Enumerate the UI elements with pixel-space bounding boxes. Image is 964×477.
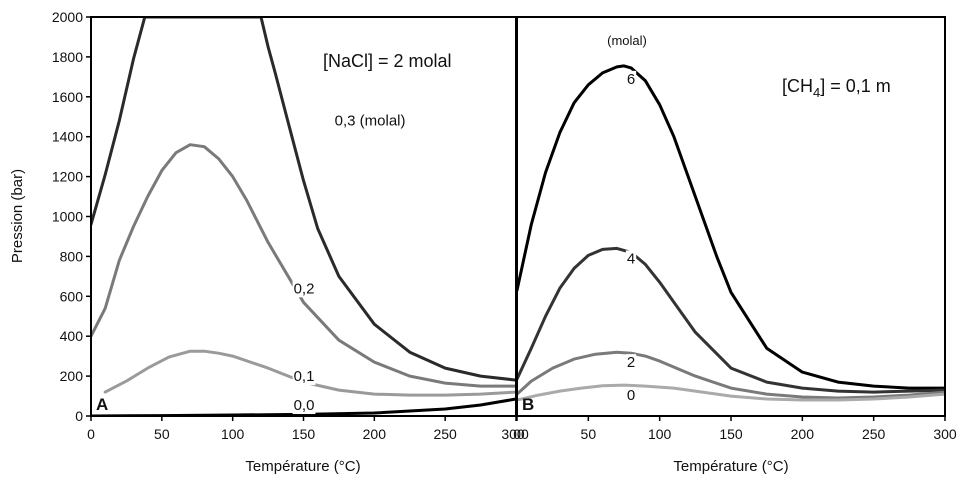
- x-tick-label-1-5: 250: [862, 426, 886, 442]
- annotation-ch4: [CH4] = 0,1 m: [782, 76, 891, 100]
- series-label-1-1: 4: [627, 250, 635, 267]
- series-label-bg-0-0: [333, 112, 407, 130]
- series-label-bg-1-1: [625, 250, 637, 268]
- series-label-bg-1-3: [625, 387, 637, 405]
- y-tick-label-9: 1800: [52, 49, 83, 65]
- series-label-bg-1-0: [625, 70, 637, 88]
- series-label-bg-0-2: [292, 368, 316, 386]
- series-line-1-0: [517, 64, 945, 390]
- series-label-1-3: 0: [627, 387, 635, 404]
- series-label-bg-0-1: [292, 280, 316, 298]
- x-tick-label-0-6: 300: [501, 426, 525, 442]
- series-label-bg-1-2: [625, 354, 637, 372]
- series-line-1-3: [517, 383, 945, 402]
- x-tick-label-1-6: 300: [933, 426, 957, 442]
- y-tick-label-2: 400: [60, 328, 84, 344]
- annotation-nacl: [NaCl] = 2 molal: [323, 51, 452, 71]
- series-label-1-0: 6: [627, 71, 635, 88]
- x-axis-title-b: Température (°C): [673, 458, 788, 475]
- y-tick-label-0: 0: [75, 408, 83, 424]
- panel-a: 0,3 (molal) 0,2 0,1 0,0 0 50 100 150 200 250 300 0 2…: [52, 9, 525, 442]
- series-line-0-2: [103, 349, 516, 397]
- x-tick-label-0-5: 250: [433, 426, 457, 442]
- x-tick-label-0-4: 200: [363, 426, 387, 442]
- plot-frame-0: [90, 16, 517, 417]
- panel-letter-b: B: [522, 395, 534, 414]
- series-label-bg-0-3: [292, 397, 316, 415]
- y-tick-label-6: 1200: [52, 169, 83, 185]
- y-tick-label-8: 1600: [52, 89, 83, 105]
- y-axis-title: Pression (bar): [9, 169, 26, 263]
- y-tick-label-7: 1400: [52, 129, 83, 145]
- series-label-1-2: 2: [627, 354, 635, 371]
- y-tick-label-10: 2000: [52, 9, 83, 25]
- annotation-ch4-tail: ] = 0,1 m: [820, 76, 891, 96]
- y-tick-label-5: 1000: [52, 209, 83, 225]
- y-tick-label-4: 800: [60, 248, 84, 264]
- x-tick-label-1-4: 200: [791, 426, 815, 442]
- x-tick-label-0-3: 150: [292, 426, 316, 442]
- series-label-0-0: 0,3 (molal): [335, 113, 406, 130]
- series-line-1-1: [517, 246, 945, 394]
- unit-label-molal: (molal): [607, 33, 647, 48]
- x-tick-label-0-1: 50: [154, 426, 170, 442]
- x-tick-label-1-2: 100: [648, 426, 672, 442]
- series-label-0-3: 0,0: [294, 397, 315, 414]
- series-line-0-0: [91, 17, 516, 382]
- panel-letter-a: A: [96, 395, 108, 414]
- annotation-ch4-main: [CH: [782, 76, 813, 96]
- y-tick-label-1: 200: [60, 368, 84, 384]
- annotation-ch4-sub: 4: [813, 85, 820, 100]
- x-tick-label-0-2: 100: [221, 426, 245, 442]
- x-axis-title-a: Température (°C): [245, 458, 360, 475]
- series-label-0-1: 0,2: [294, 280, 315, 297]
- series-line-0-1: [91, 143, 516, 388]
- x-tick-label-1-1: 50: [581, 426, 597, 442]
- y-tick-label-3: 600: [60, 288, 84, 304]
- x-tick-label-0-0: 0: [87, 426, 95, 442]
- x-tick-label-1-0: 00: [513, 426, 529, 442]
- x-tick-label-1-3: 150: [719, 426, 743, 442]
- series-label-0-2: 0,1: [294, 368, 315, 385]
- series-line-1-2: [517, 350, 945, 400]
